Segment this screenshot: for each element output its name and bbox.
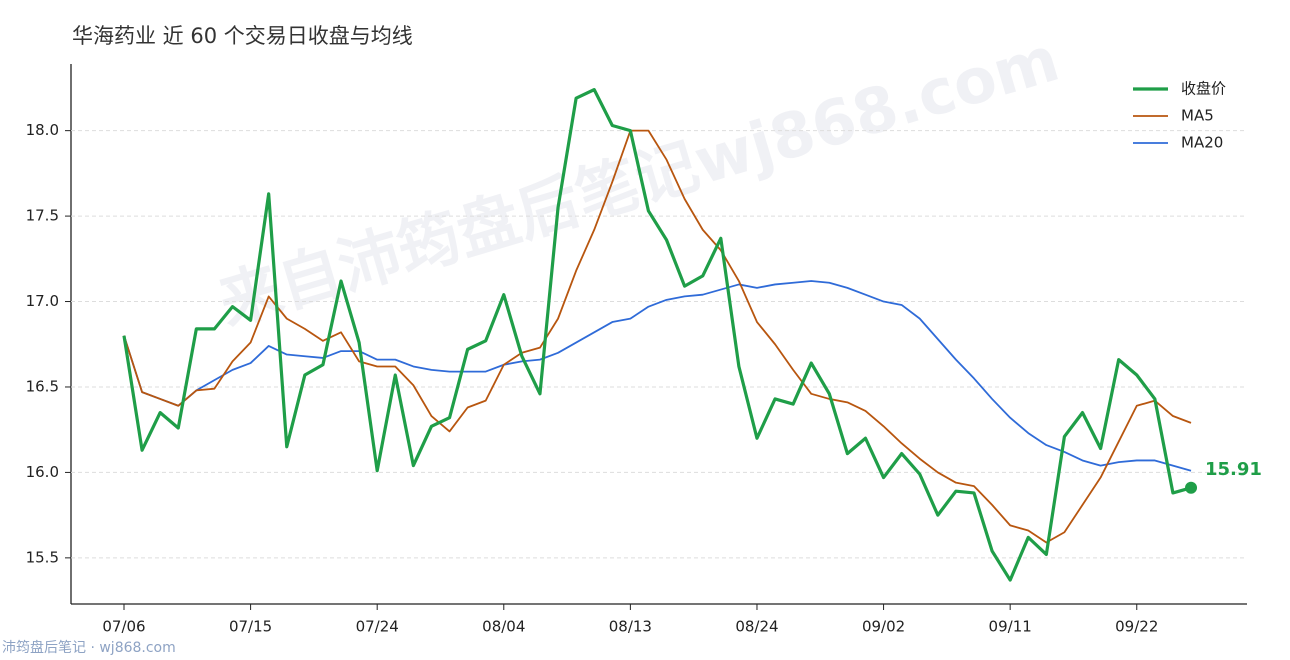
footer: 沛筠盘后笔记 · wj868.com bbox=[2, 639, 176, 656]
x-tick-label: 09/02 bbox=[862, 618, 905, 636]
x-tick-label: 09/22 bbox=[1115, 618, 1158, 636]
y-tick-label: 17.5 bbox=[26, 207, 59, 225]
x-tick-label: 09/11 bbox=[989, 618, 1032, 636]
chart-title: 华海药业 近 60 个交易日收盘与均线 bbox=[72, 24, 413, 48]
y-tick-label: 16.5 bbox=[26, 377, 59, 395]
x-tick-label: 07/15 bbox=[229, 618, 272, 636]
series-line bbox=[123, 280, 1192, 472]
y-tick-label: 17.0 bbox=[26, 292, 59, 310]
last-value-label: 15.91 bbox=[1205, 459, 1262, 480]
x-tick-label: 08/04 bbox=[482, 618, 525, 636]
last-point bbox=[1185, 481, 1198, 494]
x-tick-label: 08/24 bbox=[735, 618, 778, 636]
x-tick-label: 07/24 bbox=[356, 618, 399, 636]
series-line bbox=[123, 129, 1192, 544]
legend-label: 收盘价 bbox=[1181, 80, 1226, 98]
x-tick-label: 08/13 bbox=[609, 618, 652, 636]
legend-label: MA5 bbox=[1181, 107, 1214, 125]
y-tick-label: 15.5 bbox=[26, 548, 59, 566]
y-tick-label: 18.0 bbox=[26, 121, 59, 139]
y-tick-label: 16.0 bbox=[26, 463, 59, 481]
series-line bbox=[122, 88, 1192, 582]
x-tick-label: 07/06 bbox=[102, 618, 145, 636]
legend-label: MA20 bbox=[1181, 134, 1223, 152]
